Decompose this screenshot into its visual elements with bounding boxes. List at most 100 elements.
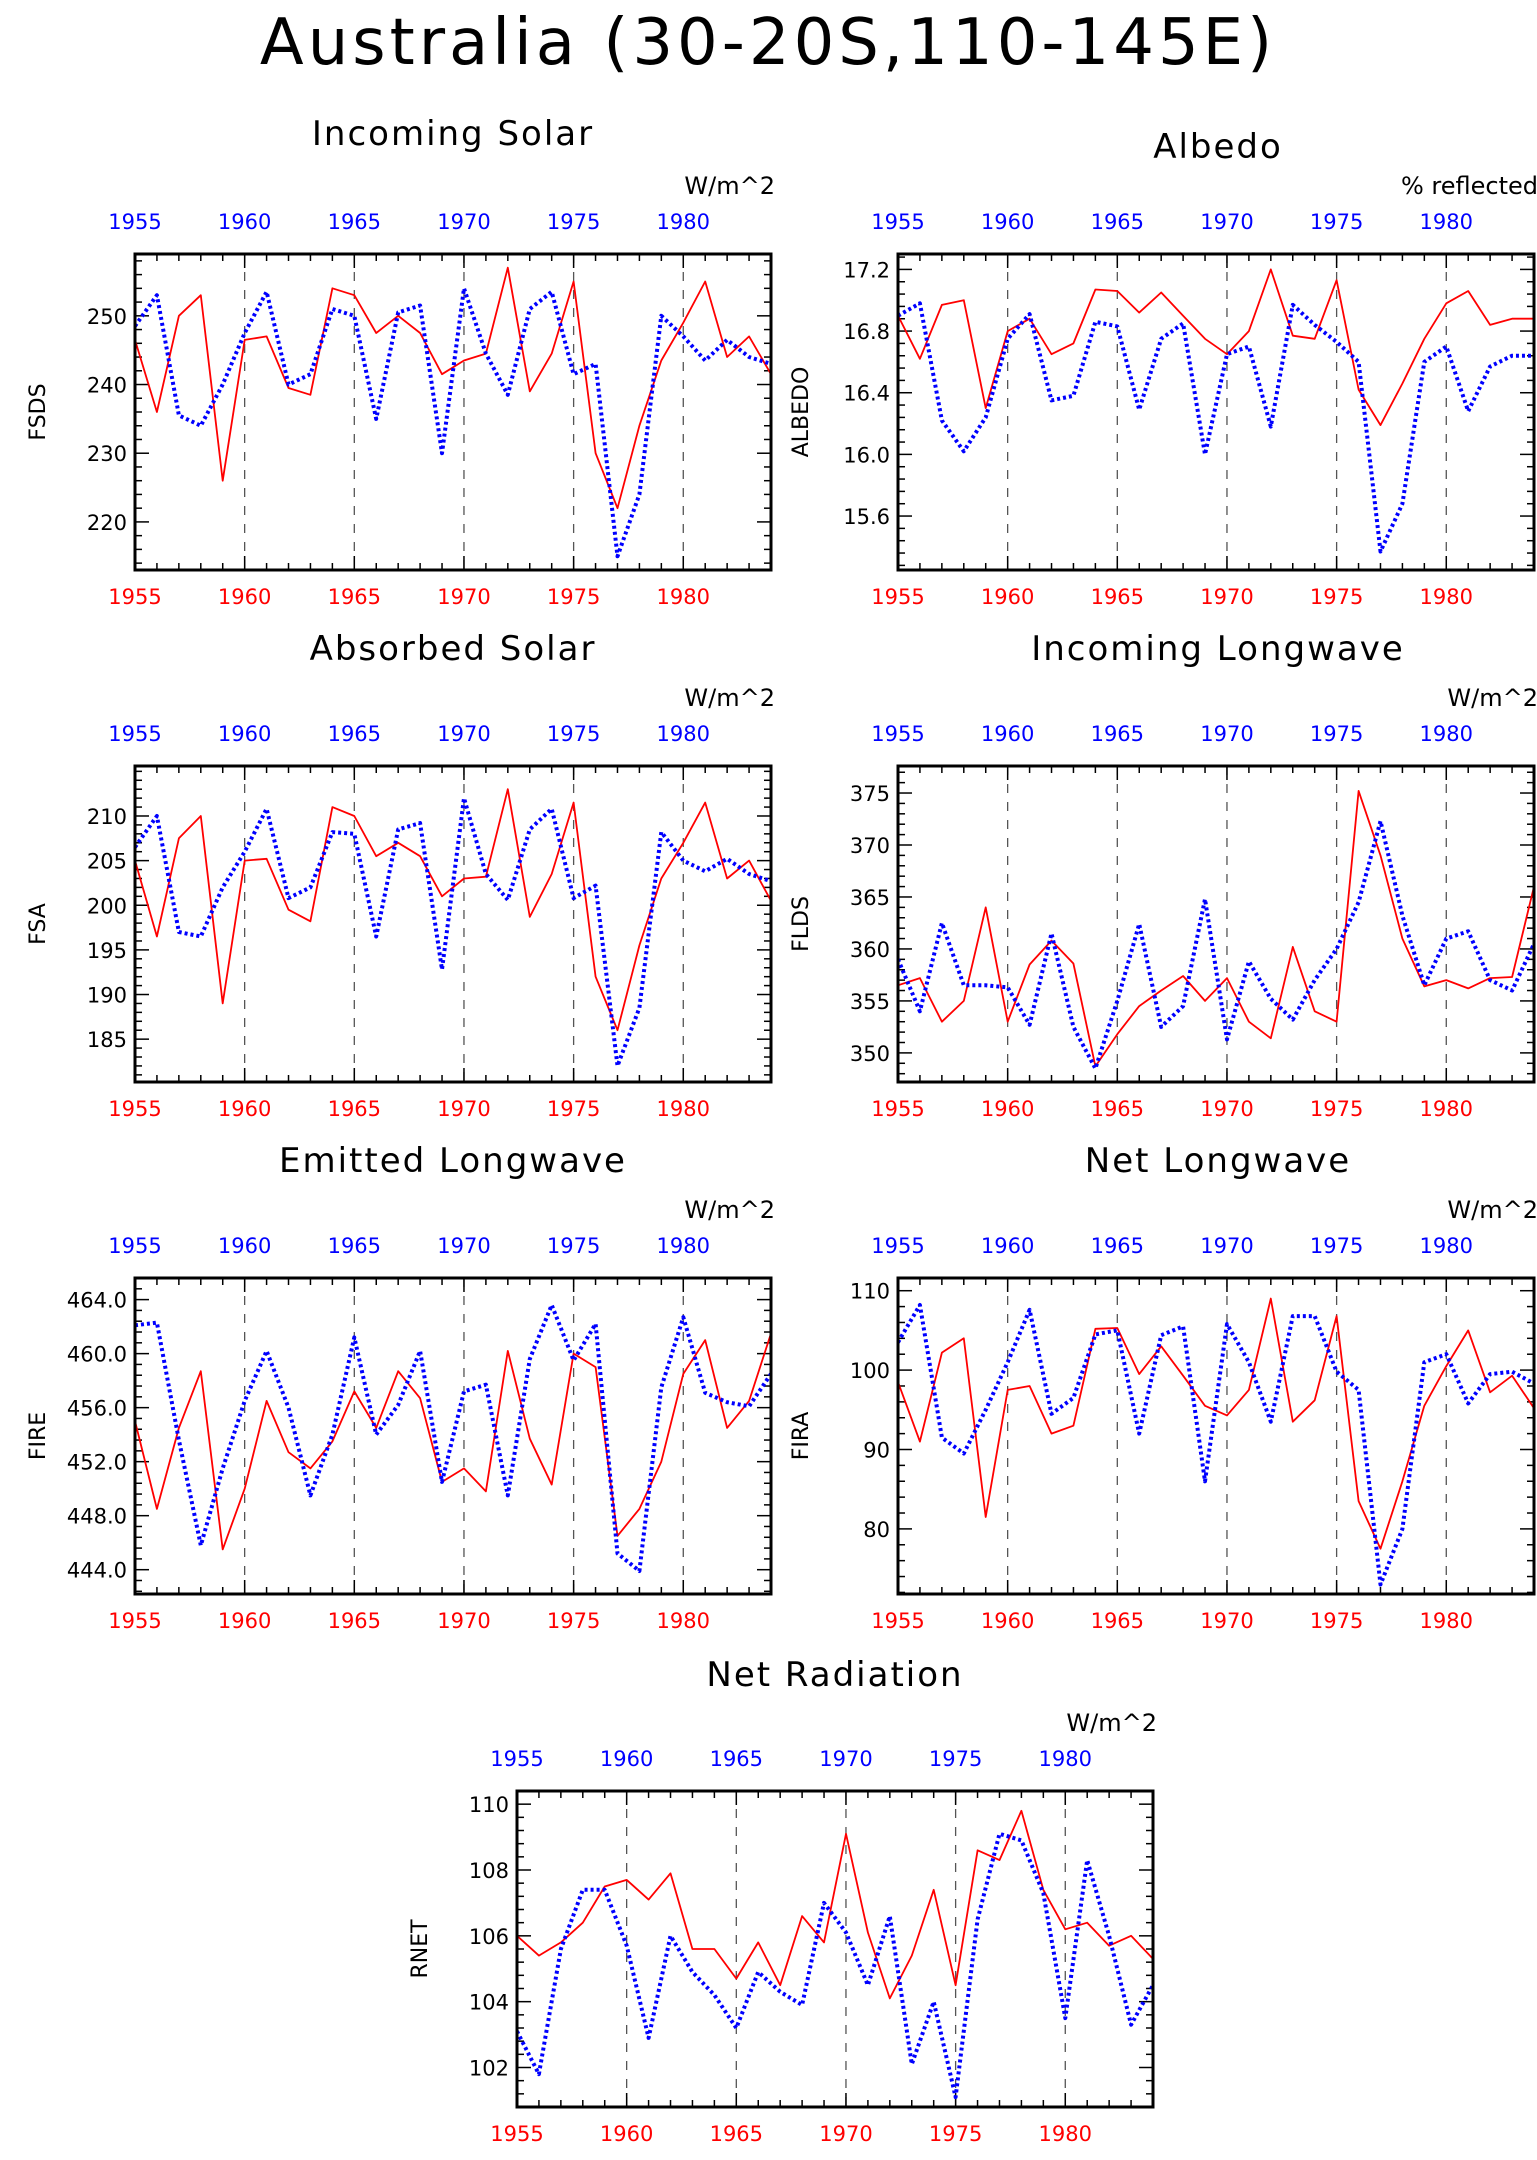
x-tick-label-bottom: 1960	[218, 1097, 271, 1121]
x-tick-label-top: 1960	[600, 1747, 653, 1771]
y-axis-label: FIRA	[789, 1412, 814, 1461]
y-tick-label: 452.0	[67, 1451, 127, 1475]
y-tick-label: 80	[863, 1518, 890, 1542]
x-tick-label-bottom: 1960	[218, 585, 271, 609]
x-tick-label-top: 1980	[657, 210, 710, 234]
x-tick-label-top: 1960	[218, 722, 271, 746]
y-tick-label: 17.2	[843, 258, 890, 282]
y-tick-label: 350	[850, 1042, 890, 1066]
series-line-red-solid	[898, 790, 1534, 1068]
y-axis-label: FSDS	[26, 383, 51, 440]
x-tick-label-bottom: 1960	[981, 1097, 1034, 1121]
y-tick-label: 444.0	[67, 1559, 127, 1583]
y-tick-label: 16.8	[843, 320, 890, 344]
y-axis-label: FSA	[26, 903, 51, 945]
y-tick-label: 104	[469, 1991, 509, 2015]
y-tick-label: 195	[87, 939, 127, 963]
y-tick-label: 190	[87, 984, 127, 1008]
y-tick-label: 210	[87, 805, 127, 829]
x-tick-label-top: 1975	[929, 1747, 982, 1771]
x-tick-label-top: 1955	[871, 722, 924, 746]
x-tick-label-bottom: 1955	[871, 1609, 924, 1633]
x-tick-label-top: 1970	[1200, 210, 1253, 234]
series-line-blue-dotted	[517, 1831, 1153, 2100]
x-tick-label-bottom: 1960	[981, 585, 1034, 609]
x-tick-label-top: 1980	[1420, 722, 1473, 746]
chart-panel-6: Net Radiation W/m^2 102 104 106 108 110 1955 195…	[408, 1655, 1157, 2146]
x-tick-label-top: 1965	[1091, 722, 1144, 746]
panels: Incoming Solar W/m^2 220 230 240 250 1955 1955 1…	[26, 114, 1537, 2146]
x-tick-label-bottom: 1980	[657, 1097, 710, 1121]
y-tick-label: 200	[87, 894, 127, 918]
x-tick-label-top: 1955	[108, 1234, 161, 1258]
x-tick-label-top: 1970	[819, 1747, 872, 1771]
plot-frame	[515, 1789, 1155, 2109]
y-axis-label: ALBEDO	[789, 367, 814, 458]
chart-panel-3: Incoming Longwave W/m^2 350 355 360 365 370 375…	[789, 629, 1537, 1121]
y-tick-label: 16.4	[843, 382, 890, 406]
y-tick-label: 240	[87, 374, 127, 398]
y-tick-label: 108	[469, 1859, 509, 1883]
y-tick-label: 205	[87, 850, 127, 874]
y-tick-label: 370	[850, 834, 890, 858]
units-label: % reflected	[1401, 172, 1537, 200]
x-tick-label-top: 1955	[108, 722, 161, 746]
x-tick-label-bottom: 1960	[218, 1609, 271, 1633]
units-label: W/m^2	[1447, 1196, 1537, 1224]
series-line-blue-dotted	[898, 819, 1534, 1071]
x-tick-label-bottom: 1970	[437, 585, 490, 609]
chart-title: Incoming Longwave	[1031, 629, 1405, 669]
x-tick-label-top: 1975	[1310, 722, 1363, 746]
x-tick-label-top: 1955	[871, 210, 924, 234]
x-tick-label-bottom: 1955	[108, 585, 161, 609]
units-label: W/m^2	[684, 1196, 775, 1224]
x-tick-label-bottom: 1975	[547, 1097, 600, 1121]
x-tick-label-bottom: 1960	[981, 1609, 1034, 1633]
x-tick-label-top: 1960	[981, 1234, 1034, 1258]
x-tick-label-top: 1980	[1420, 1234, 1473, 1258]
x-tick-label-top: 1980	[1420, 210, 1473, 234]
y-axis-label: RNET	[408, 1919, 433, 1979]
x-tick-label-bottom: 1965	[1091, 585, 1144, 609]
x-tick-label-top: 1975	[1310, 210, 1363, 234]
x-tick-label-top: 1975	[547, 210, 600, 234]
x-tick-label-top: 1955	[871, 1234, 924, 1258]
x-tick-label-top: 1975	[547, 1234, 600, 1258]
x-tick-label-top: 1970	[437, 722, 490, 746]
y-tick-label: 102	[469, 2057, 509, 2081]
units-label: W/m^2	[1447, 684, 1537, 712]
chart-panel-1: Albedo % reflected 15.6 16.0 16.4 16.8 17.2 195…	[789, 127, 1537, 609]
series-line-blue-dotted	[135, 1303, 771, 1573]
x-tick-label-top: 1960	[981, 722, 1034, 746]
x-tick-label-bottom: 1955	[871, 585, 924, 609]
x-tick-label-top: 1975	[547, 722, 600, 746]
x-tick-label-bottom: 1965	[710, 2122, 763, 2146]
x-tick-label-top: 1960	[218, 210, 271, 234]
units-label: W/m^2	[684, 172, 775, 200]
plot-frame	[896, 1276, 1536, 1596]
x-tick-label-bottom: 1970	[1200, 1097, 1253, 1121]
x-tick-label-bottom: 1965	[1091, 1097, 1144, 1121]
x-tick-label-top: 1970	[437, 1234, 490, 1258]
x-tick-label-top: 1970	[1200, 722, 1253, 746]
x-tick-label-top: 1980	[1039, 1747, 1092, 1771]
x-tick-label-bottom: 1965	[328, 1097, 381, 1121]
x-tick-label-top: 1975	[1310, 1234, 1363, 1258]
x-tick-label-bottom: 1960	[600, 2122, 653, 2146]
series-line-red-solid	[517, 1809, 1153, 2000]
y-tick-label: 375	[850, 782, 890, 806]
chart-title: Emitted Longwave	[279, 1141, 627, 1181]
chart-panel-5: Net Longwave W/m^2 80 90 100 110 1955 1955 1960 1…	[789, 1141, 1537, 1633]
chart-title: Net Radiation	[706, 1655, 963, 1695]
y-tick-label: 16.0	[843, 443, 890, 467]
y-tick-label: 100	[850, 1359, 890, 1383]
x-tick-label-bottom: 1975	[547, 1609, 600, 1633]
x-tick-label-top: 1965	[328, 722, 381, 746]
x-tick-label-top: 1965	[710, 1747, 763, 1771]
x-tick-label-bottom: 1975	[1310, 1097, 1363, 1121]
x-tick-label-bottom: 1975	[1310, 1609, 1363, 1633]
y-tick-label: 110	[850, 1280, 890, 1304]
chart-title: Incoming Solar	[312, 114, 594, 154]
plot-frame	[896, 764, 1536, 1084]
